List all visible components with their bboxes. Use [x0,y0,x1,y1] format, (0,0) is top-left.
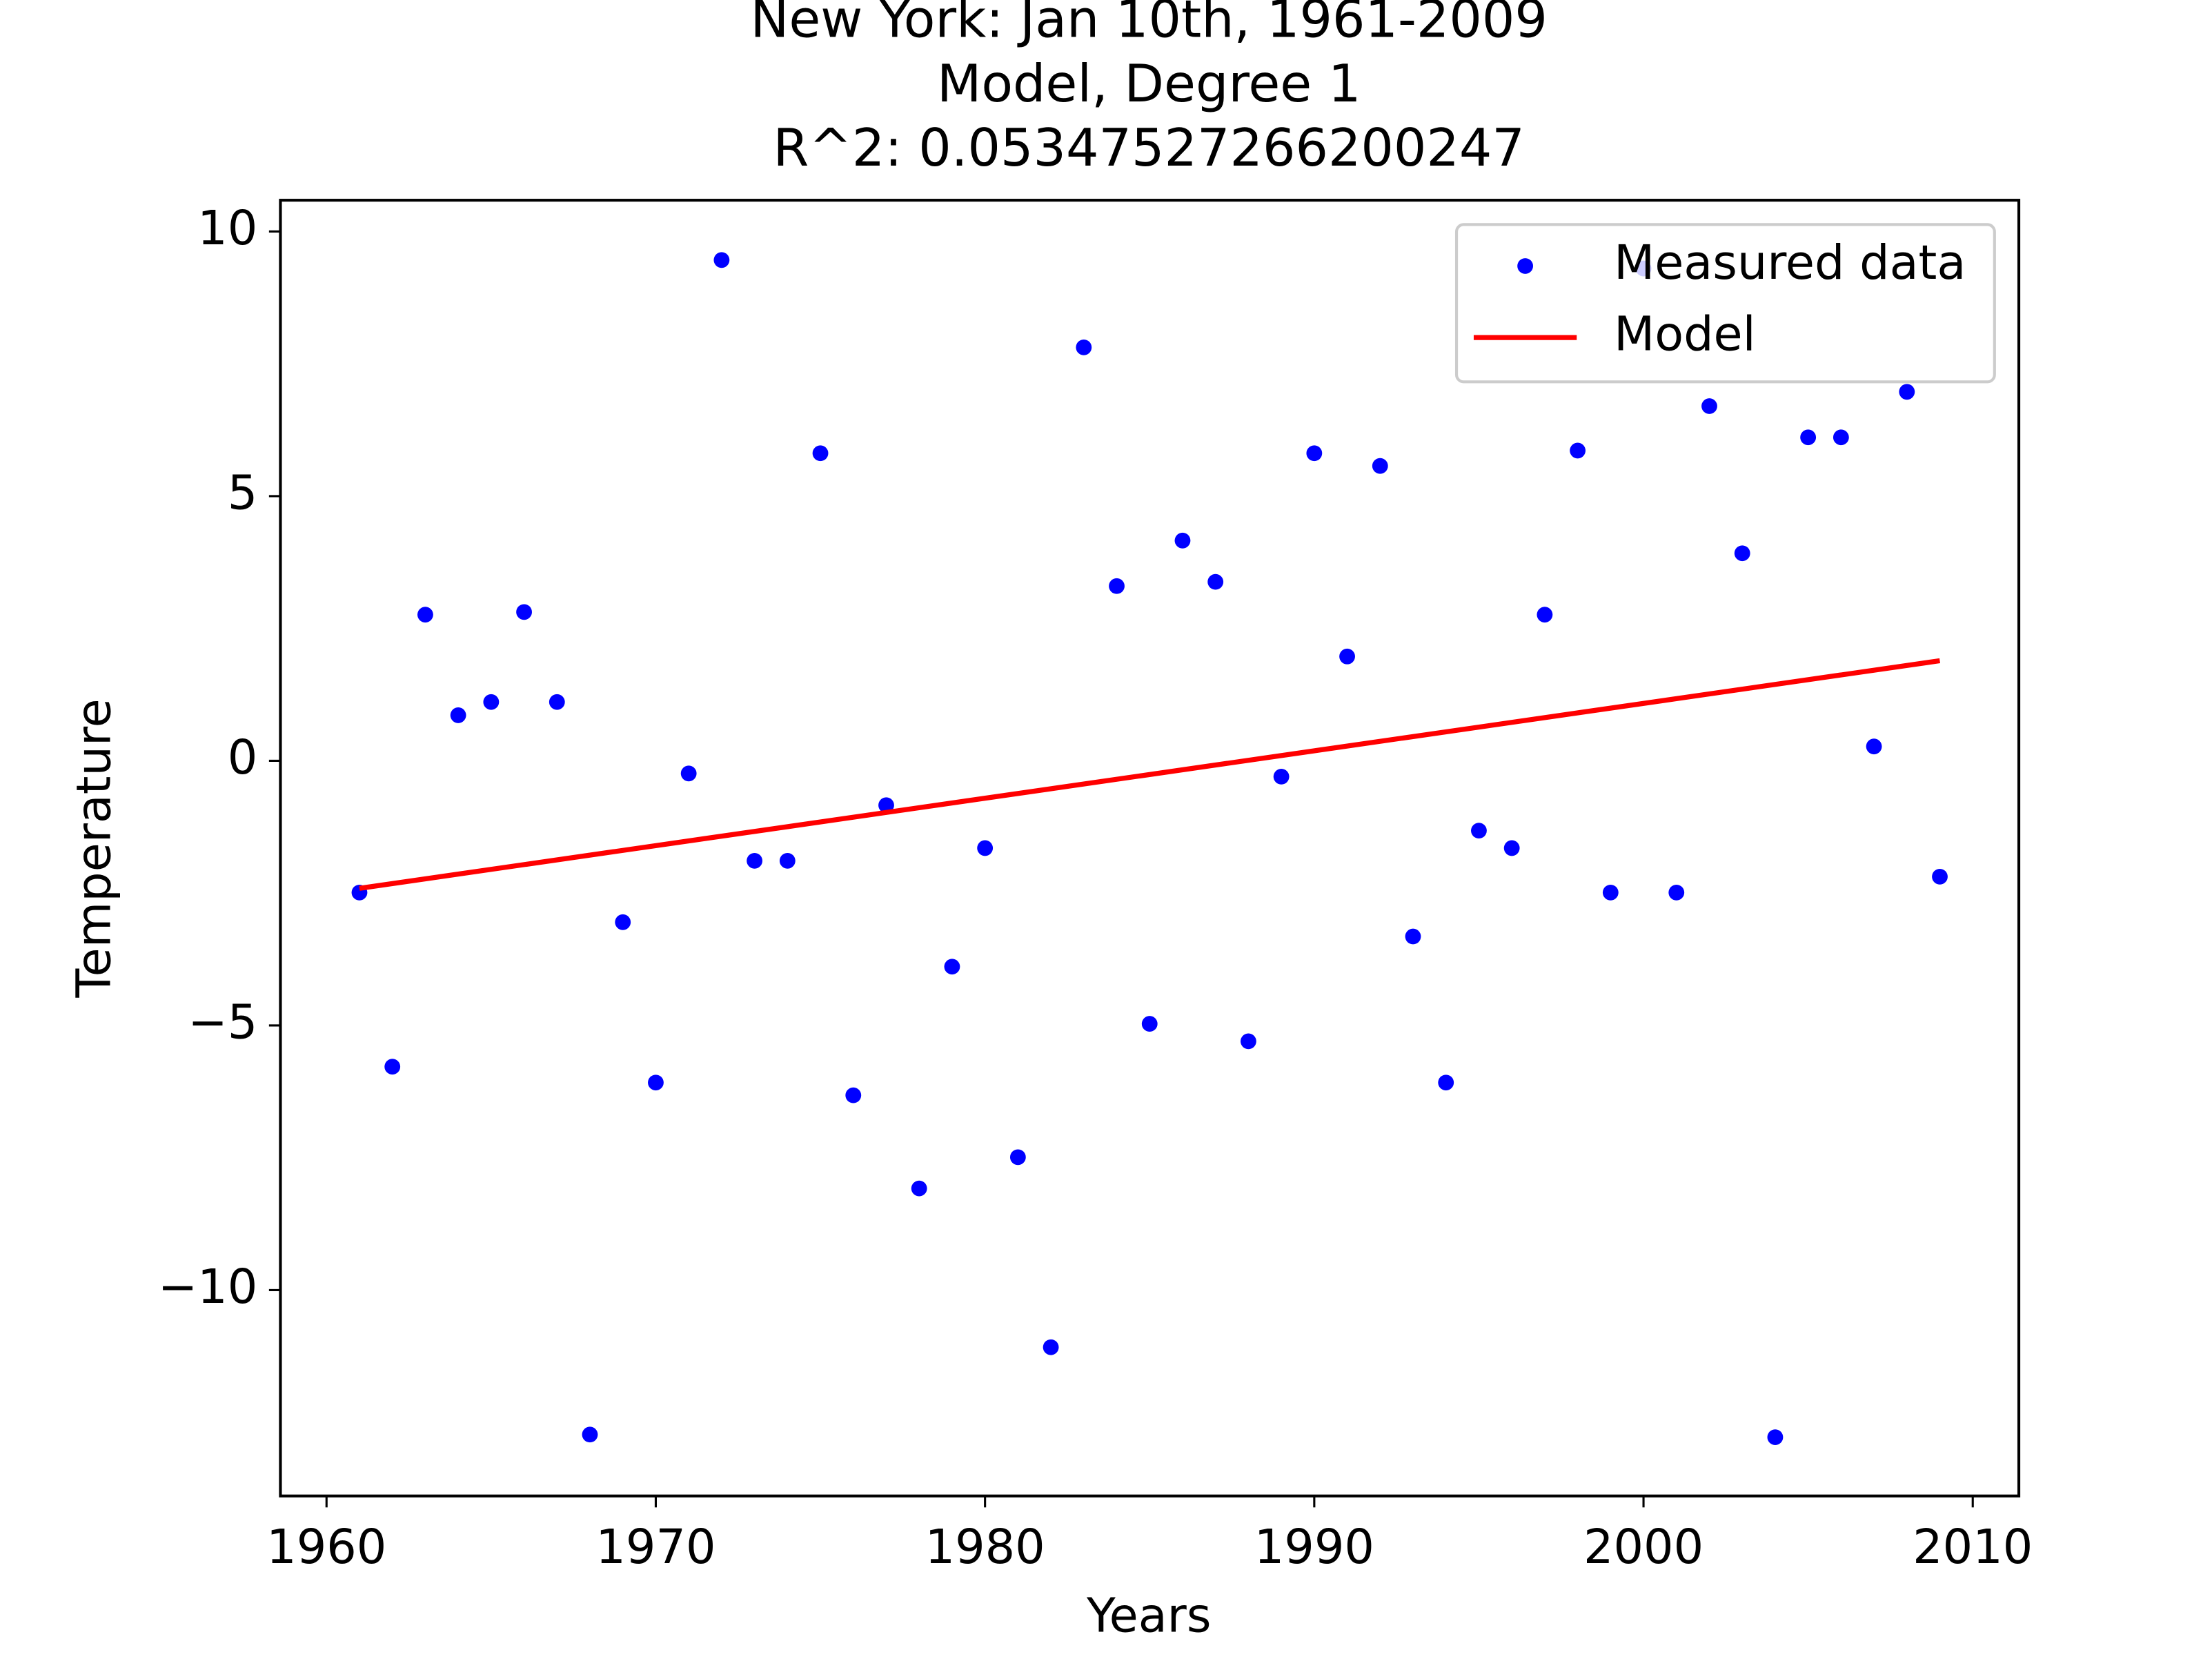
chart-subtitle: R^2: 0.05347527266200247 [773,118,1525,178]
x-axis-label: Years [1086,1589,1212,1644]
x-tick-label: 2000 [1583,1520,1704,1575]
data-point [845,1087,862,1103]
data-point [1899,384,1915,400]
data-point [1405,928,1421,945]
data-point [1273,768,1290,785]
data-point [944,959,960,975]
data-point [1076,339,1092,355]
data-point [1141,1016,1158,1032]
data-point [1503,840,1520,856]
x-tick-label: 2010 [1913,1520,2033,1575]
plot-frame [279,199,2021,1498]
data-point [1207,573,1224,590]
model-line [359,658,1941,891]
legend-box [1454,223,1996,384]
y-tick-label: −5 [188,995,257,1050]
data-point [1866,738,1882,755]
chart-subtitle: Model, Degree 1 [937,54,1361,114]
data-point [713,252,730,268]
legend-marker [1517,258,1534,274]
x-tick-label: 1980 [925,1520,1045,1575]
data-point [812,445,829,462]
data-point [1043,1339,1059,1355]
data-point [911,1180,927,1197]
data-point [549,694,565,710]
data-point [1339,648,1355,665]
legend-label: Measured data [1614,236,1966,291]
y-tick-label: 0 [228,731,258,785]
y-axis-label: Temperature [68,698,122,998]
data-point [384,1059,401,1075]
data-point [1701,398,1717,414]
y-tick-label: −10 [158,1260,257,1315]
data-point [1009,1149,1026,1166]
data-point [1109,578,1125,594]
data-point [615,914,631,930]
data-point [779,852,796,869]
data-point [1471,823,1487,839]
data-point [680,765,697,782]
data-point [1174,532,1191,549]
x-tick-label: 1970 [595,1520,715,1575]
data-point [648,1074,664,1091]
data-point [516,604,532,620]
data-point [450,707,466,723]
data-point [483,694,500,710]
data-point [747,852,763,869]
x-tick-label: 1990 [1254,1520,1374,1575]
data-point [1668,884,1685,901]
x-tick-label: 1960 [266,1520,386,1575]
data-point [1767,1429,1784,1446]
data-point [1800,429,1817,446]
data-point [1241,1033,1256,1050]
data-point [977,840,994,856]
chart-title: New York: Jan 10th, 1961-2009 [750,0,1547,50]
data-point [1570,442,1586,459]
data-point [1372,458,1388,474]
legend-label: Model [1614,308,1755,362]
data-point [1537,607,1553,623]
data-point [1932,868,1948,885]
data-point [1602,884,1619,901]
data-point [1306,445,1323,462]
y-tick-label: 10 [197,202,257,256]
y-tick-label: 5 [228,466,258,520]
data-point [1438,1074,1454,1091]
data-point [582,1426,598,1443]
data-point [1734,545,1750,562]
data-point [1833,429,1849,446]
data-point [878,797,894,814]
data-point [417,607,433,623]
